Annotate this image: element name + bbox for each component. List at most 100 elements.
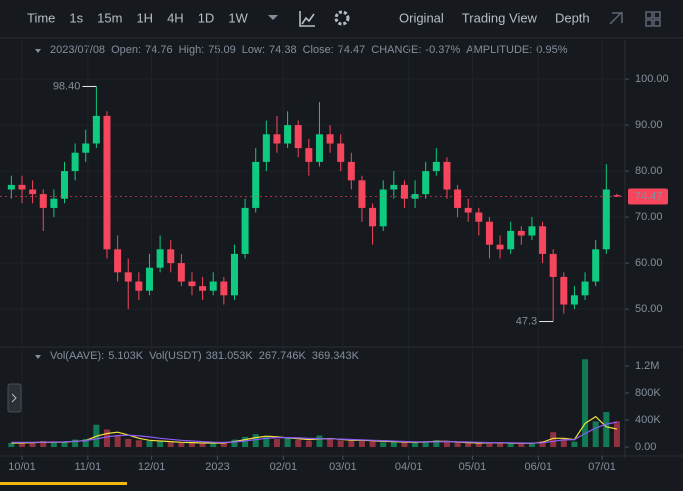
candle-body	[549, 253, 557, 277]
interval-button[interactable]: 1W	[228, 10, 248, 25]
volume-bar	[50, 442, 57, 448]
info-value: 74.76	[145, 44, 173, 56]
expand-button[interactable]	[7, 383, 22, 413]
volume-bar	[454, 442, 461, 448]
volume-bar	[475, 442, 482, 448]
x-tick-label: 07/01	[588, 461, 616, 473]
indicator-icon[interactable]	[299, 11, 315, 27]
info-value: 74.47	[338, 44, 366, 56]
volume-bar	[284, 437, 291, 448]
candle-body	[135, 281, 143, 291]
last-price-label: 74.47	[635, 190, 663, 202]
candle-body	[326, 134, 334, 144]
info-value: -0.37%	[425, 44, 460, 56]
candle-body	[18, 184, 26, 190]
volume-bar	[497, 442, 504, 448]
volume-bar	[178, 442, 185, 448]
volume-bar	[603, 411, 610, 448]
candle-body	[496, 244, 504, 250]
y-tick-label: 70.00	[635, 211, 663, 223]
interval-button[interactable]: 1D	[198, 10, 215, 25]
layout-icon[interactable]	[645, 11, 661, 27]
interval-button[interactable]: 4H	[167, 10, 184, 25]
volume-bar	[465, 442, 472, 448]
candle-body	[220, 281, 228, 296]
scroll-indicator[interactable]	[0, 482, 127, 485]
legend-label: Vol(AAVE):	[50, 350, 104, 362]
fullscreen-icon[interactable]	[609, 11, 623, 25]
candle-body	[145, 267, 153, 291]
settings-icon[interactable]	[334, 10, 350, 26]
volume-bar	[103, 429, 110, 448]
interval-button[interactable]: Time	[27, 10, 55, 25]
candle-body	[485, 221, 493, 245]
max-label: 98.40	[53, 80, 81, 92]
volume-bar	[125, 438, 132, 448]
view-tab[interactable]: Trading View	[462, 10, 538, 25]
candle-body	[315, 134, 323, 162]
volume-bar	[295, 439, 302, 448]
y-tick-label: 80.00	[635, 165, 663, 177]
volume-bar	[539, 440, 546, 448]
volume-bar	[305, 440, 312, 448]
interval-button[interactable]: 1H	[136, 10, 153, 25]
volume-bar	[220, 442, 227, 448]
candle-body	[114, 249, 122, 273]
candle-body	[347, 161, 355, 181]
x-tick-label: 05/01	[459, 461, 487, 473]
view-tab[interactable]: Original	[399, 10, 444, 25]
candle-body	[390, 184, 398, 190]
candle-body	[507, 230, 515, 250]
volume-bar	[550, 432, 557, 448]
volume-bar	[263, 436, 270, 448]
info-date: 2023/07/08	[50, 44, 105, 56]
candle-body	[124, 272, 132, 282]
candle-body	[422, 171, 430, 195]
candle-body	[358, 180, 366, 208]
candle-body	[188, 281, 196, 287]
candle-body	[400, 184, 408, 199]
volume-ma-line	[11, 421, 618, 444]
y-tick-label: 100.00	[635, 73, 669, 85]
x-tick-label: 04/01	[395, 461, 423, 473]
volume-bar	[582, 359, 589, 448]
volume-bar	[337, 440, 344, 448]
y-tick-label: 0.00	[635, 441, 656, 453]
collapse-icon[interactable]	[35, 49, 41, 53]
volume-bar	[486, 442, 493, 448]
candle-body	[602, 189, 610, 250]
info-value: 0.95%	[536, 44, 567, 56]
candle-body	[581, 281, 589, 296]
candle-body	[379, 189, 387, 227]
volume-bar	[528, 443, 535, 448]
candle-body	[177, 263, 185, 282]
volume-bar	[231, 439, 238, 448]
min-label: 47.3	[516, 315, 537, 327]
candle-body	[82, 143, 90, 153]
volume-bar	[199, 443, 206, 448]
x-tick-label: 10/01	[8, 461, 36, 473]
candle-body	[71, 152, 79, 172]
candle-body	[454, 189, 462, 208]
volume-bar	[135, 440, 142, 448]
volume-bar	[518, 442, 525, 448]
interval-button[interactable]: 1s	[69, 10, 83, 25]
info-label: Low:	[242, 44, 265, 56]
more-intervals[interactable]	[268, 15, 278, 20]
y-tick-label: 60.00	[635, 257, 663, 269]
volume-bar	[507, 443, 514, 448]
volume-bar	[369, 440, 376, 448]
interval-button[interactable]: 15m	[97, 10, 122, 25]
collapse-volume-icon[interactable]	[35, 355, 41, 359]
candle-body	[262, 134, 270, 162]
view-tab[interactable]: Depth	[555, 10, 590, 25]
volume-bar	[29, 442, 36, 448]
legend-value: 5.103K	[108, 350, 144, 362]
volume-bar	[422, 440, 429, 448]
x-tick-label: 2023	[205, 461, 229, 473]
candle-body	[539, 226, 547, 254]
candle-body	[209, 281, 217, 291]
volume-bar	[252, 434, 259, 448]
candle-body	[560, 276, 568, 305]
